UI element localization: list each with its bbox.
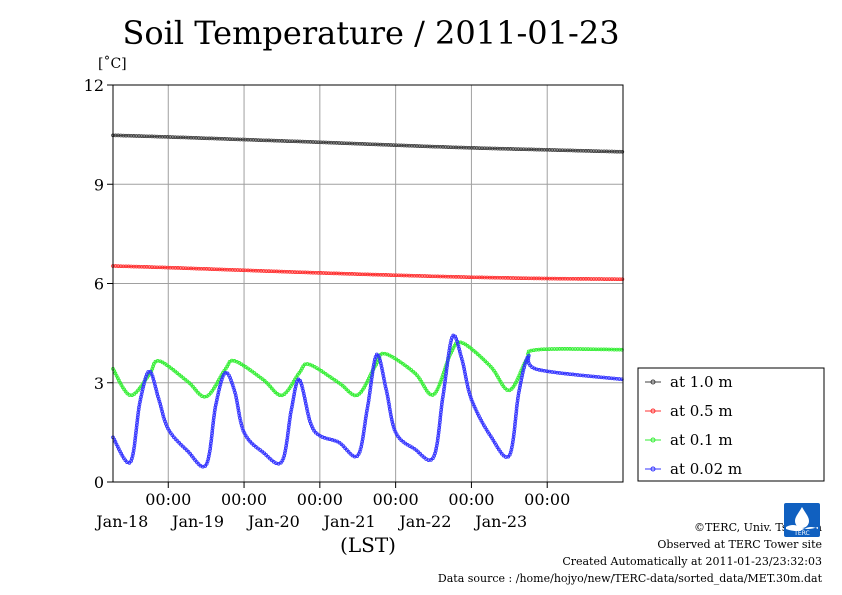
series-marker	[418, 452, 423, 456]
x-axis-label: (LST)	[340, 533, 396, 557]
series-marker	[339, 442, 344, 447]
series-marker	[173, 437, 178, 441]
x-tick-date-label: Jan-23	[473, 512, 527, 531]
series-marker	[282, 392, 287, 396]
series-marker	[397, 436, 402, 441]
chart-series-group	[111, 133, 625, 469]
series-marker	[481, 357, 486, 362]
y-tick-label: 9	[94, 175, 104, 194]
y-tick-label: 12	[84, 76, 104, 95]
series-marker	[414, 448, 419, 453]
data-source-text: Data source : /home/hojyo/new/TERC-data/…	[437, 572, 822, 585]
series-marker	[343, 446, 347, 450]
series-marker	[477, 353, 482, 358]
y-axis-unit-label: [˚C]	[98, 56, 127, 72]
legend-box	[637, 367, 825, 482]
series-marker	[264, 453, 268, 457]
x-tick-date-label: Jan-18	[94, 512, 148, 531]
legend-swatch-marker	[650, 437, 656, 443]
series-line	[112, 341, 624, 398]
series-marker	[262, 378, 267, 383]
series-marker	[344, 387, 349, 392]
series-marker	[479, 355, 484, 360]
series-marker	[146, 370, 151, 374]
series-marker	[187, 381, 192, 385]
x-tick-date-label: Jan-22	[397, 512, 451, 531]
x-tick-date-label: Jan-20	[246, 512, 300, 531]
series-marker	[223, 370, 228, 375]
chart-title: Soil Temperature / 2011-01-23	[122, 14, 620, 52]
legend-swatch-marker	[650, 379, 656, 385]
series-line	[112, 134, 624, 153]
y-tick-label: 3	[94, 374, 104, 393]
chart-axes: 0 3 6 9 12 00:00 Jan-18 00:00 Jan-19 00:00 Jan-20 0…	[84, 76, 571, 531]
legend-label: at 0.5 m	[670, 402, 733, 420]
series-line	[112, 334, 624, 468]
series-line	[112, 265, 624, 280]
legend-label: at 0.02 m	[670, 460, 742, 478]
series-marker	[499, 451, 504, 456]
x-tick-date-label: Jan-19	[170, 512, 224, 531]
x-tick-time-label: 00:00	[297, 490, 343, 509]
plot-frame	[112, 84, 624, 483]
terc-logo-icon: TERC	[784, 503, 820, 537]
x-tick-time-label: 00:00	[448, 490, 494, 509]
legend-swatch-marker	[650, 466, 656, 472]
site-text: Observed at TERC Tower site	[657, 538, 822, 551]
series-marker	[181, 444, 185, 449]
series-marker	[342, 385, 347, 390]
series-marker	[271, 388, 276, 393]
created-text: Created Automatically at 2011-01-23/23:3…	[562, 555, 822, 568]
series-marker	[248, 439, 253, 444]
legend-label: at 0.1 m	[670, 431, 733, 449]
legend: at 1.0 m at 0.5 m at 0.1 m at 0.02 m	[637, 367, 825, 482]
x-tick-time-label: 00:00	[145, 490, 191, 509]
series-marker	[487, 362, 491, 367]
series-marker	[264, 380, 269, 385]
series-marker	[262, 451, 267, 456]
legend-label: at 1.0 m	[670, 373, 733, 391]
x-tick-time-label: 00:00	[524, 490, 570, 509]
series-marker	[179, 442, 183, 447]
series-marker	[620, 277, 625, 282]
series-marker	[620, 149, 625, 154]
series-marker	[175, 439, 180, 443]
x-tick-date-label: Jan-21	[322, 512, 376, 531]
series-marker	[194, 460, 199, 464]
y-tick-label: 6	[94, 275, 104, 294]
y-tick-label: 0	[94, 473, 104, 492]
series-marker	[266, 454, 270, 459]
series-marker	[134, 390, 139, 395]
series-marker	[207, 392, 211, 397]
x-tick-time-label: 00:00	[373, 490, 419, 509]
logo-text: TERC	[793, 530, 810, 537]
x-tick-time-label: 00:00	[221, 490, 267, 509]
series-marker	[196, 390, 200, 395]
legend-swatch-marker	[650, 408, 656, 414]
series-marker	[346, 450, 351, 454]
series-marker	[357, 391, 362, 396]
series-marker	[485, 361, 489, 365]
series-marker	[182, 446, 187, 451]
